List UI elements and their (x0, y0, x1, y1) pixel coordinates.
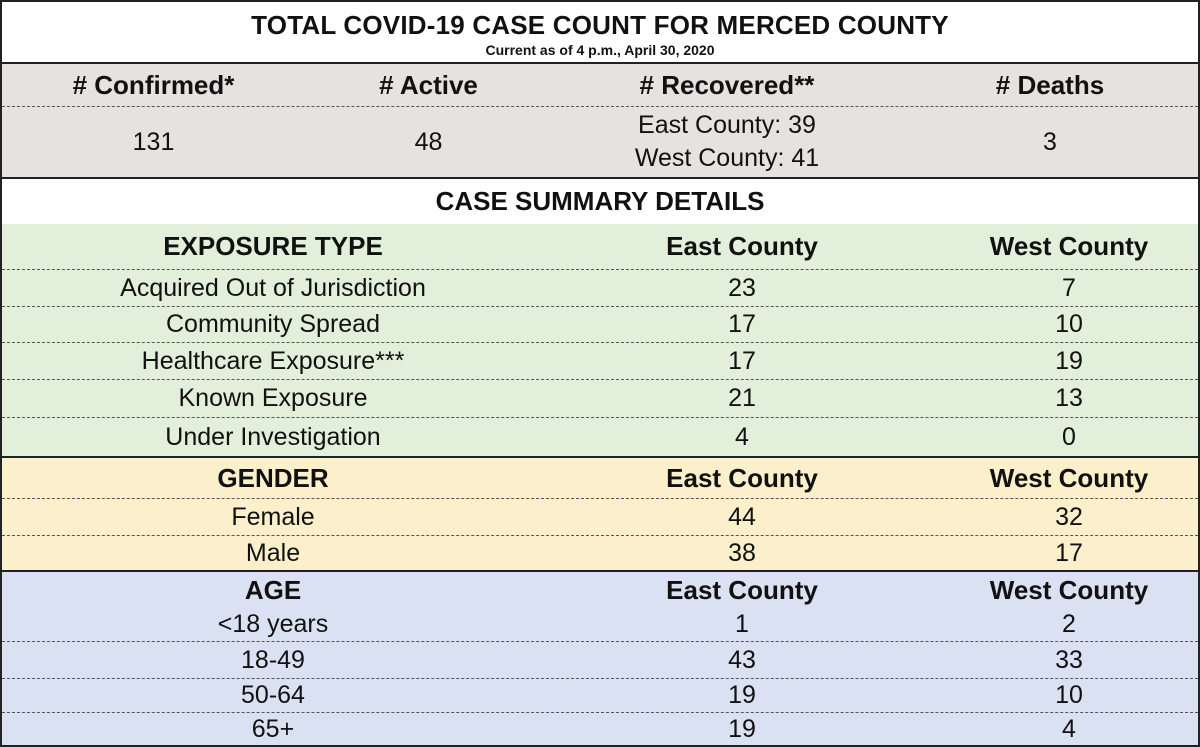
row-west-value: 13 (1055, 384, 1083, 412)
row-label: Healthcare Exposure*** (141, 346, 405, 375)
row-west-value: 10 (1055, 681, 1083, 709)
row-label: Acquired Out of Jurisdiction (120, 273, 426, 302)
table-row: 18-49 43 33 (2, 642, 1198, 679)
gender-east-header: East County (666, 462, 818, 493)
gender-header-row: GENDER East County West County (2, 458, 1198, 499)
table-row: 50-64 19 10 (2, 679, 1198, 713)
exposure-east-header: East County (666, 231, 818, 261)
totals-values-row: 131 48 East County: 39 West County: 41 3 (2, 107, 1198, 179)
row-label: 50-64 (241, 681, 305, 709)
row-east-value: 43 (728, 645, 756, 674)
exposure-header: EXPOSURE TYPE (163, 231, 383, 261)
row-west-value: 4 (1062, 714, 1076, 743)
gender-header: GENDER (217, 462, 329, 493)
row-east-value: 19 (728, 714, 756, 743)
table-row: Male 38 17 (2, 536, 1198, 572)
totals-header-row: # Confirmed* # Active # Recovered** # De… (2, 64, 1198, 107)
table-row: <18 years 1 2 (2, 608, 1198, 642)
row-west-value: 0 (1062, 422, 1076, 451)
row-east-value: 1 (735, 610, 749, 638)
row-label: Male (245, 538, 301, 567)
recovered-header: # Recovered** (639, 69, 815, 100)
recovered-west-value: West County: 41 (634, 144, 820, 172)
table-row: Community Spread 17 10 (2, 307, 1198, 343)
age-west-header: West County (989, 574, 1149, 605)
row-east-value: 23 (728, 273, 756, 302)
table-row: Healthcare Exposure*** 17 19 (2, 343, 1198, 380)
confirmed-header: # Confirmed* (72, 69, 235, 100)
row-label: Under Investigation (165, 422, 381, 451)
deaths-header: # Deaths (995, 69, 1105, 100)
summary-title-row: CASE SUMMARY DETAILS (2, 179, 1198, 224)
row-label: Community Spread (166, 310, 380, 338)
summary-title: CASE SUMMARY DETAILS (435, 186, 765, 216)
table-row: Acquired Out of Jurisdiction 23 7 (2, 270, 1198, 307)
age-header-row: AGE East County West County (2, 572, 1198, 608)
table-row: Under Investigation 4 0 (2, 418, 1198, 458)
confirmed-value: 131 (132, 127, 175, 156)
active-value: 48 (414, 127, 443, 156)
row-east-value: 4 (735, 422, 749, 451)
row-label: 18-49 (241, 645, 305, 674)
row-east-value: 38 (728, 538, 756, 567)
table-title: TOTAL COVID-19 CASE COUNT FOR MERCED COU… (251, 9, 949, 40)
row-east-value: 17 (728, 310, 756, 338)
age-east-header: East County (666, 574, 818, 605)
row-east-value: 21 (728, 384, 756, 412)
exposure-header-row: EXPOSURE TYPE East County West County (2, 224, 1198, 270)
row-west-value: 32 (1055, 502, 1083, 531)
row-west-value: 33 (1055, 645, 1083, 674)
active-header: # Active (379, 69, 478, 100)
row-west-value: 17 (1055, 538, 1083, 567)
row-west-value: 7 (1062, 273, 1076, 302)
table-row: 65+ 19 4 (2, 713, 1198, 745)
title-block: TOTAL COVID-19 CASE COUNT FOR MERCED COU… (2, 2, 1198, 62)
row-east-value: 44 (728, 502, 756, 531)
row-west-value: 19 (1055, 346, 1083, 375)
gender-west-header: West County (989, 462, 1149, 493)
row-east-value: 17 (728, 346, 756, 375)
row-label: Female (231, 502, 315, 531)
table-row: Female 44 32 (2, 499, 1198, 536)
table-subtitle: Current as of 4 p.m., April 30, 2020 (485, 42, 715, 58)
row-label: Known Exposure (178, 384, 368, 412)
table-row: Known Exposure 21 13 (2, 380, 1198, 418)
row-label: 65+ (251, 714, 295, 743)
row-west-value: 2 (1062, 610, 1076, 638)
row-east-value: 19 (728, 681, 756, 709)
row-label: <18 years (217, 610, 329, 638)
exposure-west-header: West County (989, 231, 1149, 261)
row-west-value: 10 (1055, 310, 1083, 338)
deaths-value: 3 (1043, 127, 1057, 156)
age-header: AGE (244, 574, 302, 605)
recovered-east-value: East County: 39 (638, 111, 816, 139)
